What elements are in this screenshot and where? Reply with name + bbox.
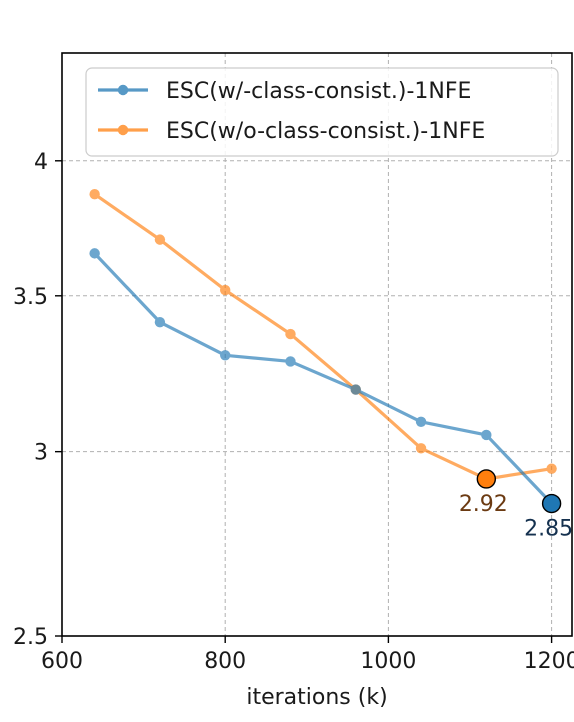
x-tick-label: 600 <box>41 649 83 674</box>
series-layer <box>89 188 557 509</box>
legend-box <box>85 67 559 157</box>
legend-swatch <box>98 84 148 96</box>
annotation-label: 2.92 <box>459 492 508 517</box>
data-point <box>415 443 427 454</box>
data-point <box>546 463 557 474</box>
data-point <box>154 234 166 245</box>
data-point <box>415 416 427 427</box>
y-tick-label: 2.5 <box>13 625 48 650</box>
legend-marker <box>117 84 129 96</box>
x-tick-label: 1000 <box>360 649 416 674</box>
plot-frame <box>61 52 573 637</box>
highlight-marker <box>476 469 497 489</box>
y-tick-label: 3 <box>34 441 48 466</box>
annotation-layer: 2.92 2.85 <box>459 469 573 542</box>
legend-label: ESC(w/o-class-consist.)-1NFE <box>166 119 485 144</box>
data-point <box>89 188 100 200</box>
x-tick-label: 1200 <box>524 649 574 674</box>
y-tick-label: 4 <box>34 150 48 175</box>
x-tick-label: 800 <box>204 649 246 674</box>
highlight-marker <box>541 493 562 514</box>
data-point <box>481 429 492 441</box>
legend-label: ESC(w/-class-consist.)-1NFE <box>166 79 471 104</box>
axis-ticks: 600 800 1000 1200 2.5 3 3.5 4 <box>13 150 574 674</box>
y-tick-label: 3.5 <box>13 285 48 310</box>
annotation-label: 2.85 <box>524 517 573 542</box>
legend-swatch <box>98 124 148 136</box>
data-point <box>285 356 296 367</box>
series-0 <box>89 248 557 509</box>
series-1 <box>89 188 557 485</box>
data-point <box>350 384 361 395</box>
legend-marker <box>117 124 129 136</box>
series-line <box>93 252 553 505</box>
data-point <box>154 316 166 328</box>
data-point <box>220 284 231 296</box>
data-point <box>220 350 231 361</box>
data-point <box>89 248 100 259</box>
legend: ESC(w/-class-consist.)-1NFE ESC(w/o-class… <box>85 67 559 157</box>
series-line <box>93 192 552 481</box>
data-point <box>285 328 296 340</box>
x-axis-label: iterations (k) <box>246 685 387 710</box>
